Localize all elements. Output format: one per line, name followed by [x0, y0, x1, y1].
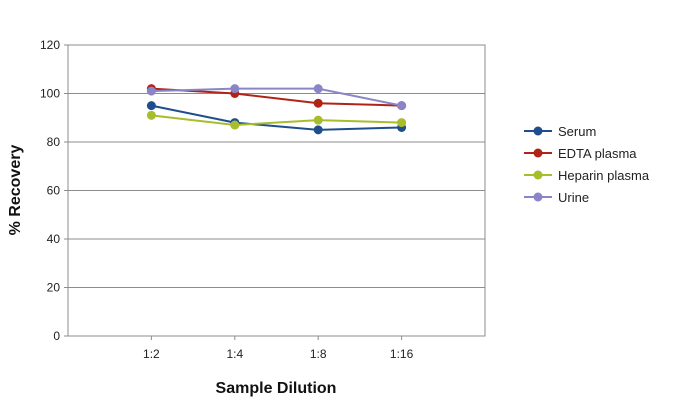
series-line: [151, 87, 402, 107]
data-point: [146, 110, 156, 120]
data-point: [230, 84, 240, 94]
legend-item: Urine: [524, 190, 589, 205]
y-tick-label: 0: [53, 329, 60, 343]
data-point: [397, 101, 407, 111]
legend-label: Heparin plasma: [558, 168, 650, 183]
data-point: [230, 120, 240, 130]
legend-item: Heparin plasma: [524, 168, 650, 183]
x-tick-label: 1:4: [226, 347, 243, 361]
legend-label: Serum: [558, 124, 596, 139]
legend-marker: [533, 192, 543, 202]
series-urine: [146, 84, 407, 111]
x-tick-label: 1:2: [143, 347, 160, 361]
series-line: [151, 114, 402, 127]
legend-item: EDTA plasma: [524, 146, 637, 161]
data-point: [146, 86, 156, 96]
y-tick-label: 80: [47, 135, 61, 149]
data-point: [313, 125, 323, 135]
legend-label: EDTA plasma: [558, 146, 637, 161]
y-tick-label: 20: [47, 281, 61, 295]
gridlines: [68, 44, 485, 288]
legend-item: Serum: [524, 124, 596, 139]
data-point: [146, 101, 156, 111]
y-tick-label: 120: [40, 38, 60, 52]
x-axis-ticks: 1:2 1:4 1:8 1:16: [143, 336, 414, 361]
data-point: [313, 98, 323, 108]
series-line: [151, 87, 402, 107]
data-point: [313, 115, 323, 125]
x-tick-label: 1:16: [390, 347, 414, 361]
series-serum: [146, 101, 407, 135]
legend-marker: [533, 148, 543, 158]
legend-marker: [533, 126, 543, 136]
y-tick-label: 100: [40, 87, 60, 101]
series-line: [151, 104, 402, 131]
legend-marker: [533, 170, 543, 180]
data-point: [397, 118, 407, 128]
x-tick-label: 1:8: [310, 347, 327, 361]
y-tick-label: 40: [47, 232, 61, 246]
y-tick-label: 60: [47, 184, 61, 198]
y-axis-ticks: 0 20 40 60 80 100 120: [40, 38, 68, 343]
series-heparin-plasma: [146, 110, 407, 130]
x-axis-title: Sample Dilution: [216, 380, 337, 397]
legend-label: Urine: [558, 190, 589, 205]
y-axis-title: % Recovery: [7, 145, 24, 236]
data-point: [313, 84, 323, 94]
legend: Serum EDTA plasma Heparin plasma Urine: [524, 124, 650, 205]
series-group: [146, 84, 407, 135]
